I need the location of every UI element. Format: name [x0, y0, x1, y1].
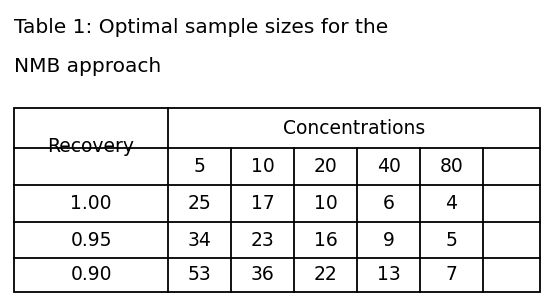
Text: Concentrations: Concentrations [283, 118, 425, 137]
Text: 36: 36 [250, 266, 274, 284]
Text: 34: 34 [188, 230, 211, 250]
Text: 80: 80 [439, 157, 463, 176]
Text: Recovery: Recovery [48, 137, 135, 156]
Text: 40: 40 [377, 157, 400, 176]
Text: 23: 23 [250, 230, 274, 250]
Text: 9: 9 [382, 230, 395, 250]
Text: 6: 6 [382, 194, 395, 213]
Text: 53: 53 [188, 266, 211, 284]
Text: 13: 13 [377, 266, 400, 284]
Text: 1.00: 1.00 [70, 194, 112, 213]
Text: 20: 20 [314, 157, 338, 176]
Text: Table 1: Optimal sample sizes for the: Table 1: Optimal sample sizes for the [14, 18, 389, 37]
Text: 25: 25 [188, 194, 211, 213]
Bar [14, 108, 540, 292]
Text: 4: 4 [446, 194, 457, 213]
Text: 10: 10 [250, 157, 274, 176]
Text: 17: 17 [250, 194, 274, 213]
Text: 22: 22 [314, 266, 338, 284]
Text: 10: 10 [314, 194, 338, 213]
Text: 5: 5 [193, 157, 206, 176]
Text: 16: 16 [314, 230, 338, 250]
Text: 0.90: 0.90 [70, 266, 112, 284]
Text: 7: 7 [446, 266, 457, 284]
Text: 0.95: 0.95 [70, 230, 112, 250]
Text: NMB approach: NMB approach [14, 57, 161, 76]
Text: 5: 5 [446, 230, 457, 250]
